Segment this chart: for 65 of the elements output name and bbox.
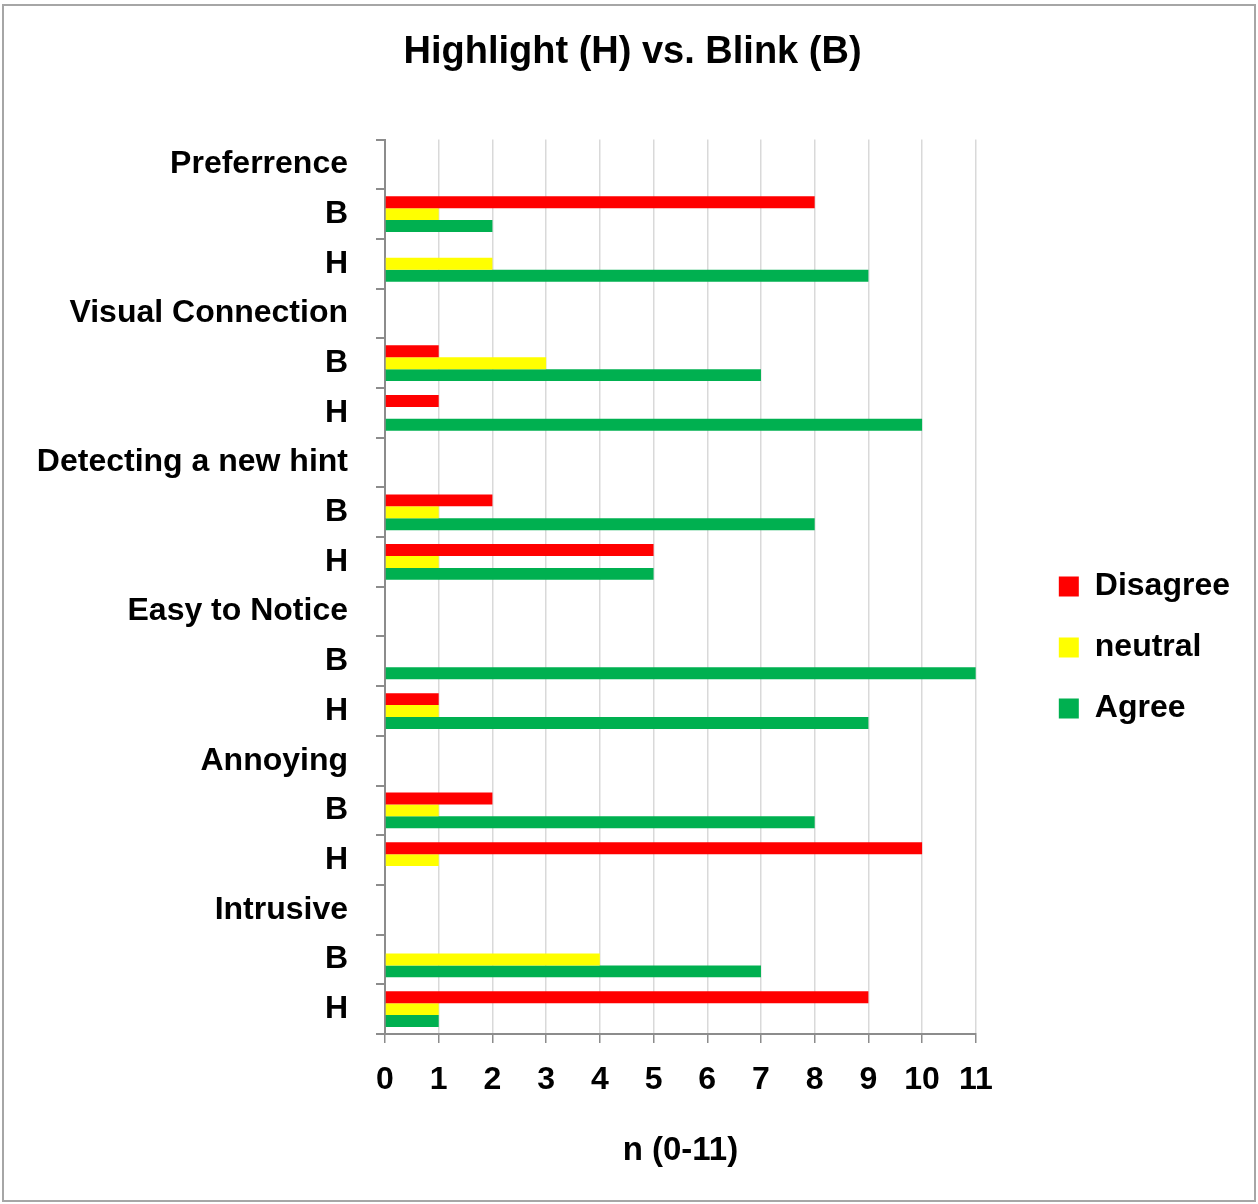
y-tick-label: Intrusive bbox=[214, 889, 348, 926]
y-tick-label: H bbox=[324, 392, 348, 429]
y-tick-label: H bbox=[324, 839, 348, 876]
bar bbox=[385, 518, 815, 531]
bar bbox=[385, 792, 493, 805]
legend-label: neutral bbox=[1094, 627, 1202, 664]
y-tick-label: H bbox=[324, 243, 348, 280]
legend-label: Agree bbox=[1094, 688, 1186, 725]
y-tick-label: H bbox=[324, 988, 348, 1025]
y-tick-label: Visual Connection bbox=[69, 293, 348, 330]
bar bbox=[385, 804, 439, 817]
bar bbox=[385, 345, 439, 358]
x-tick-label: 7 bbox=[752, 1060, 770, 1097]
bar bbox=[385, 369, 761, 382]
bar bbox=[385, 269, 869, 282]
y-tick-label: H bbox=[324, 690, 348, 727]
bar bbox=[385, 544, 654, 556]
legend-label: Disagree bbox=[1094, 566, 1230, 603]
y-tick-label: B bbox=[324, 939, 348, 976]
y-tick-label: Easy to Notice bbox=[127, 591, 348, 628]
bar bbox=[385, 494, 493, 507]
y-tick-label: B bbox=[324, 193, 348, 230]
y-tick-label: H bbox=[324, 541, 348, 578]
y-tick-label: B bbox=[324, 790, 348, 827]
y-tick-label: B bbox=[324, 492, 348, 529]
x-tick-label: 8 bbox=[805, 1060, 824, 1097]
x-axis-title: n (0-11) bbox=[622, 1130, 739, 1168]
bar bbox=[385, 220, 493, 233]
bar bbox=[385, 555, 439, 568]
y-tick-label: B bbox=[324, 641, 348, 678]
x-tick-label: 3 bbox=[537, 1060, 556, 1097]
bar bbox=[385, 991, 869, 1004]
bar bbox=[385, 842, 923, 855]
y-tick-label: Preferrence bbox=[170, 144, 348, 181]
bar bbox=[385, 196, 815, 209]
bar bbox=[385, 667, 976, 680]
bar bbox=[385, 1003, 439, 1016]
x-tick-label: 10 bbox=[904, 1060, 940, 1097]
x-tick-label: 6 bbox=[698, 1060, 717, 1097]
x-tick-label: 9 bbox=[859, 1060, 878, 1097]
y-tick-label: B bbox=[324, 343, 348, 380]
bar bbox=[385, 208, 439, 221]
y-tick-label: Detecting a new hint bbox=[36, 442, 349, 479]
bar bbox=[385, 816, 815, 829]
bar bbox=[385, 716, 869, 729]
x-tick-label: 4 bbox=[590, 1060, 609, 1097]
x-tick-label: 2 bbox=[483, 1060, 502, 1097]
bar bbox=[385, 506, 439, 519]
x-tick-label: 11 bbox=[958, 1060, 993, 1097]
bar bbox=[385, 395, 439, 407]
bar bbox=[385, 705, 439, 717]
x-tick-label: 1 bbox=[429, 1060, 448, 1097]
bar bbox=[385, 257, 493, 270]
bar bbox=[385, 965, 761, 978]
bar bbox=[385, 953, 600, 966]
bar bbox=[385, 418, 923, 431]
bar bbox=[385, 854, 439, 867]
x-tick-label: 5 bbox=[644, 1060, 663, 1097]
bar bbox=[385, 693, 439, 706]
x-tick-label: 0 bbox=[376, 1060, 394, 1097]
y-tick-label: Annoying bbox=[200, 740, 348, 777]
bar bbox=[385, 357, 547, 370]
bar bbox=[385, 567, 654, 580]
chart-title: Highlight (H) vs. Blink (B) bbox=[403, 29, 862, 72]
bar bbox=[385, 1015, 439, 1028]
